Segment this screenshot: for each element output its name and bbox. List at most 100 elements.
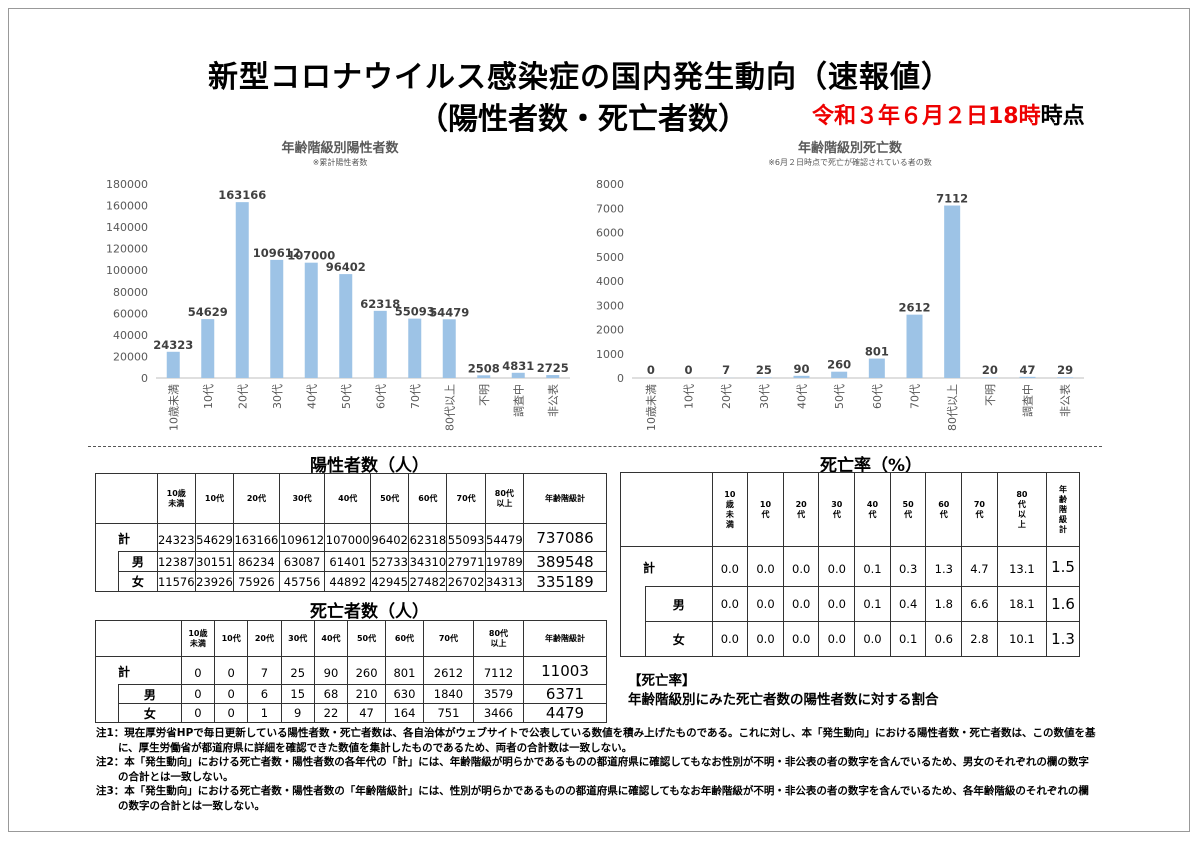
x-tick-label: 30代 [271, 384, 284, 409]
column-header: 70代 [446, 473, 486, 524]
data-label: 54629 [188, 305, 228, 319]
total-cell: 4479 [523, 703, 607, 723]
x-tick-label: 10代 [202, 384, 215, 409]
table-cell: 2612 [422, 656, 474, 685]
x-tick-label: 60代 [374, 384, 387, 409]
table-cell: 62318 [408, 523, 448, 552]
column-header: 40代 [313, 620, 349, 657]
rate-table-title: 死亡率（%） [820, 456, 923, 476]
data-label: 62318 [360, 297, 400, 311]
y-tick-label: 160000 [106, 200, 148, 213]
table-cell: 1.8 [925, 586, 963, 622]
table-cell: 15 [280, 684, 315, 704]
total-cell: 6371 [523, 684, 607, 704]
column-header: 10歳未満 [156, 473, 196, 524]
data-label: 55093 [395, 305, 435, 319]
table-cell: 25 [280, 656, 315, 685]
column-header: 60代 [408, 473, 448, 524]
table-cell: 27971 [446, 551, 486, 572]
x-tick-label: 30代 [758, 384, 771, 409]
table-cell: 0.1 [889, 621, 927, 657]
x-tick-label: 50代 [833, 384, 846, 409]
corner-cell [95, 473, 158, 524]
data-label: 109612 [253, 246, 301, 260]
indent-cell [95, 551, 119, 572]
table-cell: 0.0 [854, 621, 891, 657]
table-cell: 109612 [278, 523, 326, 552]
column-header: 50代 [347, 620, 386, 657]
x-tick-label: 20代 [236, 384, 249, 409]
column-header: 年齢階級計 [523, 620, 607, 657]
indent-cell [620, 621, 646, 657]
table-cell: 801 [385, 656, 424, 685]
table-cell: 2.8 [961, 621, 998, 657]
table-cell: 7 [247, 656, 282, 685]
table-cell: 75926 [233, 571, 280, 592]
x-tick-label: 不明 [478, 384, 491, 406]
table-cell: 26702 [446, 571, 486, 592]
y-tick-label: 100000 [106, 264, 148, 277]
y-tick-label: 6000 [596, 227, 624, 240]
bar [1019, 376, 1036, 378]
total-cell: 335189 [523, 571, 607, 592]
table-cell: 0.6 [925, 621, 963, 657]
total-cell: 1.6 [1046, 586, 1080, 622]
table-cell: 68 [313, 684, 349, 704]
table-cell: 54629 [194, 523, 235, 552]
data-label: 29 [1057, 363, 1073, 377]
y-tick-label: 40000 [113, 329, 148, 342]
table-cell: 19789 [484, 551, 525, 572]
table-cell: 0.0 [747, 546, 784, 587]
table-cell: 34313 [484, 571, 525, 592]
column-header: 60代 [385, 620, 424, 657]
rate-note: 【死亡率】 年齢階級別にみた死亡者数の陽性者数に対する割合 [628, 672, 939, 710]
table-row: 女 0 0 1 9 22 47 164 751 3466 4479 [95, 703, 607, 723]
row-label: 女 [118, 571, 158, 592]
date-red-text: 令和３年６月２日18時 [812, 104, 1041, 129]
y-tick-label: 0 [141, 372, 148, 385]
table-cell: 0.0 [711, 621, 749, 657]
y-tick-label: 20000 [113, 350, 148, 363]
table-cell: 210 [347, 684, 386, 704]
table-cell: 23926 [194, 571, 235, 592]
column-header: 10歳未満 [180, 620, 216, 657]
bar [373, 310, 387, 378]
y-tick-label: 0 [617, 372, 624, 385]
data-label: 7112 [936, 192, 968, 206]
column-header: 20代 [233, 473, 280, 524]
table-cell: 0 [214, 684, 249, 704]
total-cell: 1.5 [1046, 546, 1080, 587]
table-cell: 0.0 [782, 586, 820, 622]
y-tick-label: 80000 [113, 286, 148, 299]
bar [304, 262, 318, 378]
data-label: 2508 [468, 361, 500, 375]
x-tick-label: 調査中 [1021, 384, 1035, 417]
corner-cell [620, 472, 713, 547]
table-cell: 27482 [408, 571, 448, 592]
table-cell: 0 [180, 703, 216, 723]
data-label: 163166 [218, 188, 266, 202]
footnote: 注2：本「発生動向」における死亡者数・陽性者数の各年代の「計」には、年齢階級が明… [96, 756, 1089, 783]
positive-table: 10歳 未満 10代 20代 30代 40代 50代 60代 70代 80代 以上 年齢階級計計 243… [95, 473, 607, 592]
bar [408, 318, 422, 378]
corner-cell [95, 620, 182, 657]
positive-table-title: 陽性者数（人） [310, 456, 429, 476]
data-label: 0 [647, 363, 655, 377]
x-tick-label: 80代以上 [946, 384, 959, 431]
table-cell: 163166 [233, 523, 280, 552]
x-tick-label: 80代以上 [443, 384, 456, 431]
chart-subtitle: ※6月２日時点で死亡が確認されている者の数 [768, 157, 932, 167]
chart-subtitle: ※累計陽性者数 [313, 157, 368, 167]
row-label: 男 [118, 684, 182, 704]
x-tick-label: 10代 [683, 384, 696, 409]
page-title: 新型コロナウイルス感染症の国内発生動向（速報値） [208, 60, 952, 95]
x-tick-label: 非公表 [1058, 384, 1072, 417]
y-tick-label: 3000 [596, 299, 624, 312]
total-cell: 737086 [523, 523, 607, 552]
